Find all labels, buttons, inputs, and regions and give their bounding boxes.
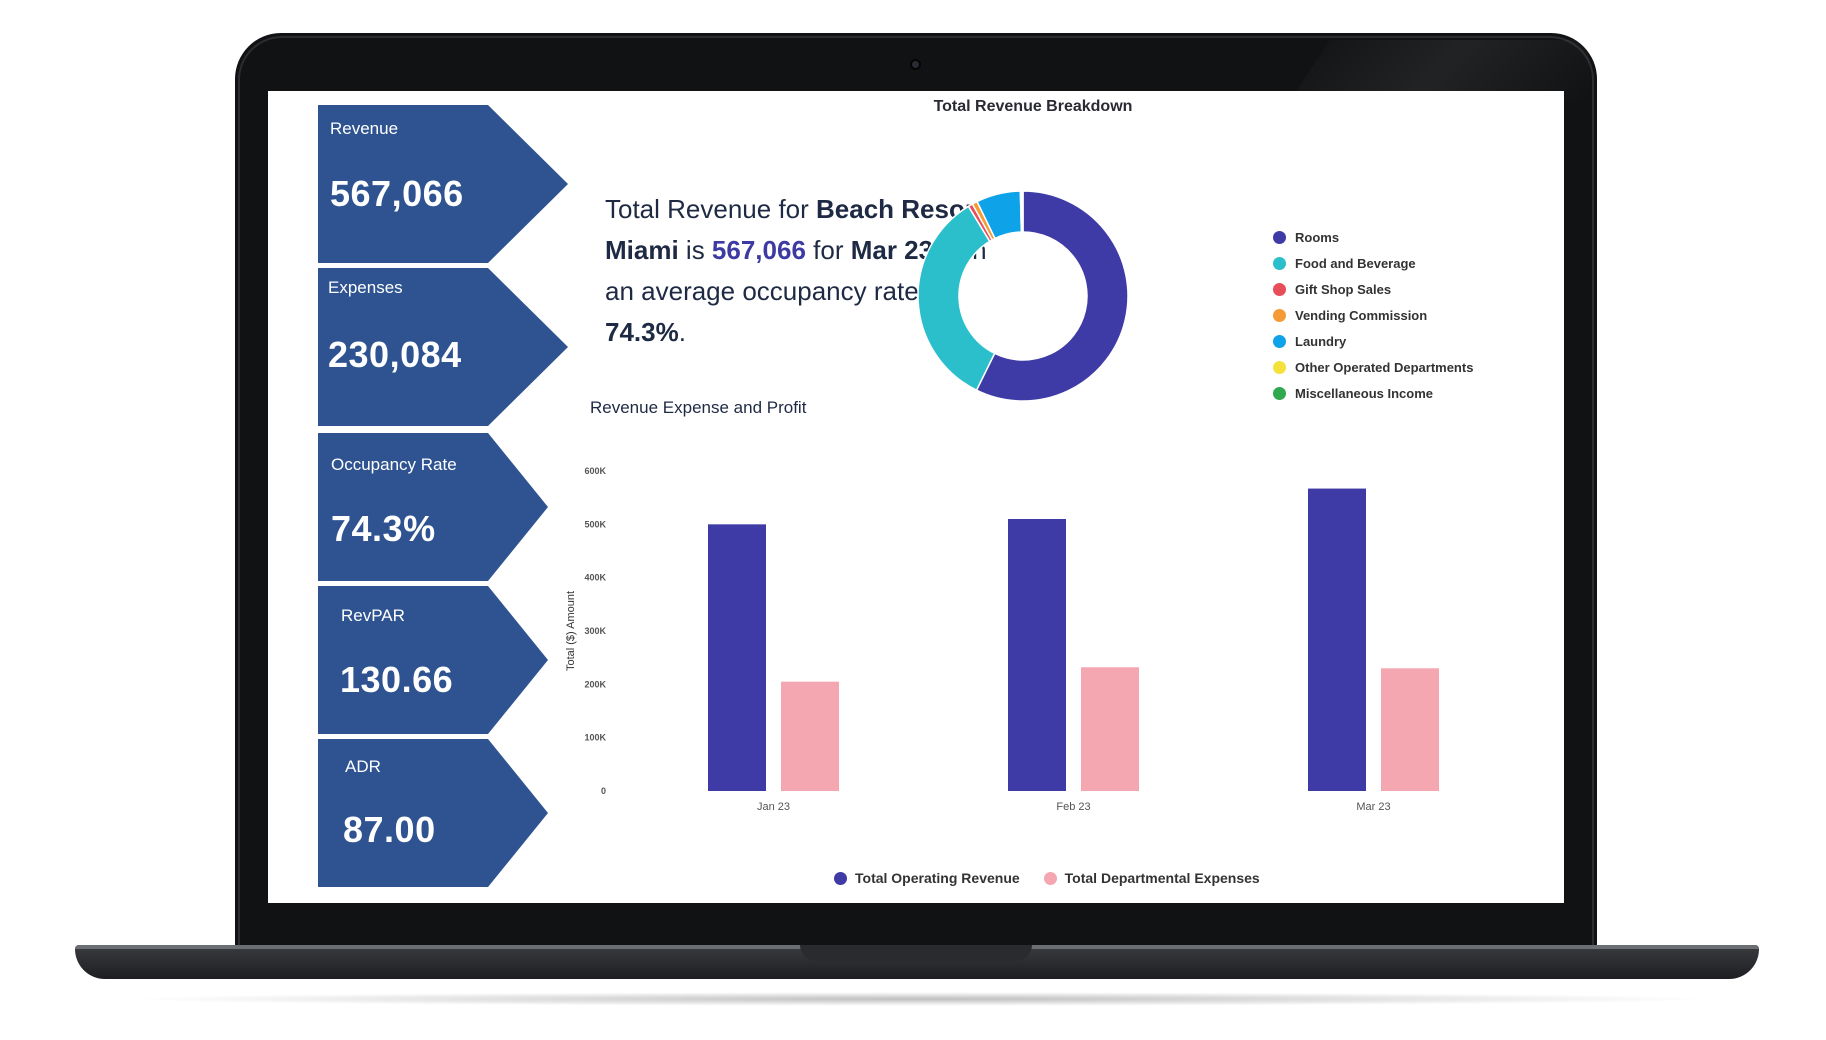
donut-chart-title: Total Revenue Breakdown xyxy=(933,98,1133,115)
y-tick-label: 300K xyxy=(584,626,606,636)
y-tick-label: 400K xyxy=(584,573,606,583)
bar-total-departmental-expenses-feb-23[interactable] xyxy=(1081,667,1139,791)
legend-item[interactable]: Other Operated Departments xyxy=(1273,354,1473,380)
legend-swatch xyxy=(1273,334,1286,348)
summary-occupancy: 74.3% xyxy=(605,317,679,347)
legend-label: Miscellaneous Income xyxy=(1295,385,1433,401)
summary-text: for xyxy=(805,235,851,265)
kpi-adr[interactable]: ADR 87.00 xyxy=(318,739,548,887)
legend-item[interactable]: Rooms xyxy=(1273,224,1473,250)
summary-revenue: 567,066 xyxy=(711,235,806,265)
revenue-breakdown-donut xyxy=(917,190,1129,402)
dashboard-screen: Revenue 567,066 Expenses 230,084 Occupan… xyxy=(268,91,1564,903)
bar-total-departmental-expenses-mar-23[interactable] xyxy=(1381,668,1439,791)
legend-swatch xyxy=(1273,308,1286,322)
revenue-expense-bar-chart: 0 100K 200K 300K 400K 500K 600K Total ($) Amoun… xyxy=(565,466,1439,813)
legend-item[interactable]: Food and Beverage xyxy=(1273,250,1473,276)
kpi-label: Revenue xyxy=(330,119,399,138)
legend-label: Other Operated Departments xyxy=(1295,359,1474,375)
legend-swatch xyxy=(834,871,847,885)
legend-swatch xyxy=(1273,256,1286,270)
y-tick-label: 200K xyxy=(584,679,606,689)
legend-label: Vending Commission xyxy=(1295,307,1428,323)
legend-item[interactable]: Laundry xyxy=(1273,328,1473,354)
legend-swatch xyxy=(1043,871,1057,885)
legend-swatch xyxy=(1273,360,1286,374)
kpi-value: 567,066 xyxy=(330,173,464,214)
bar-chart-title: Revenue Expense and Profit xyxy=(590,398,807,417)
bar-legend-item[interactable]: Total Operating Revenue xyxy=(834,870,1020,886)
legend-item[interactable]: Vending Commission xyxy=(1273,302,1473,328)
bar-chart-legend: Total Operating Revenue Total Departmenta… xyxy=(834,870,1260,886)
y-tick-label: 500K xyxy=(584,519,606,529)
legend-label: Gift Shop Sales xyxy=(1295,281,1392,297)
webcam-icon xyxy=(910,59,921,70)
legend-swatch xyxy=(1273,386,1286,400)
kpi-expenses[interactable]: Expenses 230,084 xyxy=(318,268,568,426)
bar-total-operating-revenue-mar-23[interactable] xyxy=(1308,488,1366,791)
kpi-value: 87.00 xyxy=(343,809,436,850)
kpi-value: 74.3% xyxy=(331,508,436,549)
kpi-label: ADR xyxy=(345,757,381,776)
screen-glare xyxy=(1290,40,1590,100)
donut-legend: Rooms Food and Beverage Gift Shop Sales Ven… xyxy=(1273,224,1473,406)
donut-slice-miscellaneous-income[interactable] xyxy=(1020,190,1024,233)
summary-text: Total Revenue for xyxy=(605,194,817,224)
bar-total-departmental-expenses-jan-23[interactable] xyxy=(781,681,839,791)
kpi-value: 130.66 xyxy=(340,659,454,700)
y-axis-label: Total ($) Amount xyxy=(565,591,577,671)
kpi-occupancy-rate[interactable]: Occupancy Rate 74.3% xyxy=(318,433,548,581)
bar-legend-item[interactable]: Total Departmental Expenses xyxy=(1043,870,1260,886)
bar-total-operating-revenue-jan-23[interactable] xyxy=(708,524,766,791)
y-tick-label: 100K xyxy=(584,733,606,743)
kpi-value: 230,084 xyxy=(328,334,462,375)
laptop-opening-notch xyxy=(800,945,1032,961)
y-tick-label: 600K xyxy=(584,466,606,476)
legend-swatch xyxy=(1273,230,1286,244)
x-tick-label: Mar 23 xyxy=(1356,801,1390,813)
summary-text: is xyxy=(678,235,712,265)
summary-period: Mar 23 xyxy=(850,235,934,265)
legend-label: Total Departmental Expenses xyxy=(1064,870,1260,886)
kpi-label: Occupancy Rate xyxy=(331,455,457,474)
laptop-shadow xyxy=(120,992,1720,1006)
revenue-summary: Total Revenue for Beach Resort Miami is … xyxy=(605,189,995,353)
kpi-label: RevPAR xyxy=(341,606,405,625)
legend-item[interactable]: Miscellaneous Income xyxy=(1273,380,1473,406)
y-tick-label: 0 xyxy=(601,786,606,796)
legend-swatch xyxy=(1273,282,1286,296)
x-tick-label: Jan 23 xyxy=(757,801,790,813)
kpi-revpar[interactable]: RevPAR 130.66 xyxy=(318,586,548,734)
donut-slice-food-and-beverage[interactable] xyxy=(917,205,996,392)
legend-label: Laundry xyxy=(1295,333,1347,349)
summary-text: . xyxy=(678,317,686,347)
bar-total-operating-revenue-feb-23[interactable] xyxy=(1008,519,1066,791)
legend-item[interactable]: Gift Shop Sales xyxy=(1273,276,1473,302)
x-tick-label: Feb 23 xyxy=(1056,801,1090,813)
legend-label: Food and Beverage xyxy=(1295,255,1416,271)
legend-label: Rooms xyxy=(1295,229,1340,245)
kpi-label: Expenses xyxy=(328,278,403,297)
legend-label: Total Operating Revenue xyxy=(855,870,1020,886)
kpi-revenue[interactable]: Revenue 567,066 xyxy=(318,105,568,263)
donut-slice-rooms[interactable] xyxy=(975,190,1129,402)
